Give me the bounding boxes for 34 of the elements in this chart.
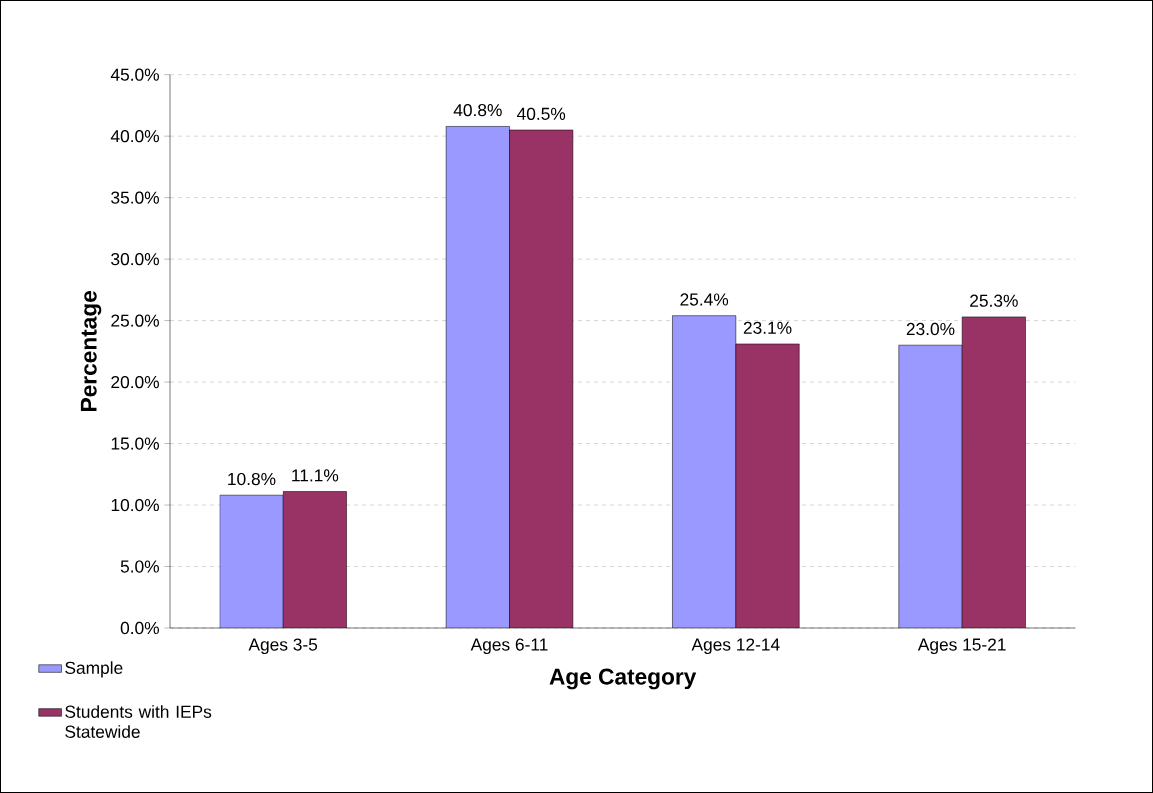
data-label: 23.0% [906, 322, 955, 336]
bar [672, 315, 736, 628]
y-tick-label: 10.0% [111, 498, 159, 512]
data-label: 25.4% [680, 293, 729, 306]
x-tick-label: Ages 3-5 [248, 638, 318, 655]
y-tick-label: 15.0% [111, 437, 159, 450]
y-tick-label: 45.0% [110, 68, 159, 81]
y-axis-title: Percentage [80, 291, 102, 411]
y-tick-label: 25.0% [111, 314, 159, 327]
data-label: 40.5% [517, 107, 566, 120]
y-tick-label: 0.0% [120, 621, 159, 635]
bar [735, 343, 800, 628]
y-tick-label: 30.0% [111, 252, 159, 266]
x-tick-label: Ages 12-14 [691, 638, 780, 655]
x-tick-label: Ages 15-21 [917, 638, 1006, 655]
data-label: 10.8% [228, 472, 276, 486]
y-tick-label: 40.0% [110, 130, 159, 143]
y-tick-label: 35.0% [111, 191, 159, 204]
bar [961, 316, 1026, 628]
y-tick-label: 20.0% [111, 375, 159, 389]
bar [283, 491, 347, 628]
data-label: 40.8% [453, 103, 502, 117]
data-label: 23.1% [743, 321, 792, 334]
bar [509, 130, 573, 628]
data-label: 25.3% [970, 294, 1018, 307]
data-label: 11.1% [292, 469, 339, 482]
bar [898, 344, 963, 628]
bar [446, 126, 510, 628]
x-axis-title: Age Category [549, 668, 697, 690]
y-tick-label: 5.0% [120, 560, 159, 573]
x-tick-label: Ages 6-11 [470, 638, 548, 655]
legend-label: Students with IEPs Statewide [65, 705, 212, 738]
legend-label: Sample [65, 661, 123, 678]
bar [219, 495, 284, 628]
